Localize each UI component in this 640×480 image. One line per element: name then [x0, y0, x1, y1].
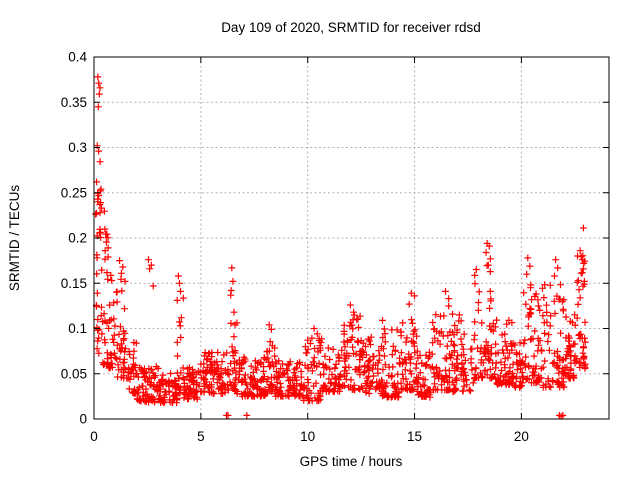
y-tick-label: 0.1 [68, 321, 87, 336]
scatter-band-points [92, 158, 589, 407]
x-tick-label: 20 [514, 429, 529, 444]
x-tick-label: 0 [90, 429, 98, 444]
tick-marks [93, 56, 609, 420]
x-tick-label: 15 [407, 429, 422, 444]
scatter-highlight-points [93, 73, 588, 420]
y-tick-label: 0 [79, 412, 87, 427]
y-tick-label: 0.4 [68, 50, 87, 65]
y-tick-label: 0.25 [61, 185, 87, 200]
x-tick-label: 10 [300, 429, 315, 444]
points-layer [92, 73, 589, 420]
y-tick-label: 0.05 [61, 366, 87, 381]
x-tick-label: 5 [197, 429, 205, 444]
tick-labels-layer: 0 5 10 15 20 0 0.05 0.1 0.15 0.2 0.25 0.3 0.35 0.4 [61, 50, 529, 445]
chart-title: Day 109 of 2020, SRMTID for receiver rds… [221, 20, 481, 35]
y-axis-label: SRMTID / TECUs [7, 185, 22, 292]
y-tick-label: 0.3 [68, 140, 87, 155]
y-tick-label: 0.35 [61, 95, 87, 110]
grid-layer [94, 57, 609, 419]
axis-layer [93, 56, 610, 420]
y-tick-label: 0.2 [68, 231, 87, 246]
x-axis-label: GPS time / hours [300, 454, 403, 469]
y-tick-label: 0.15 [61, 276, 87, 291]
